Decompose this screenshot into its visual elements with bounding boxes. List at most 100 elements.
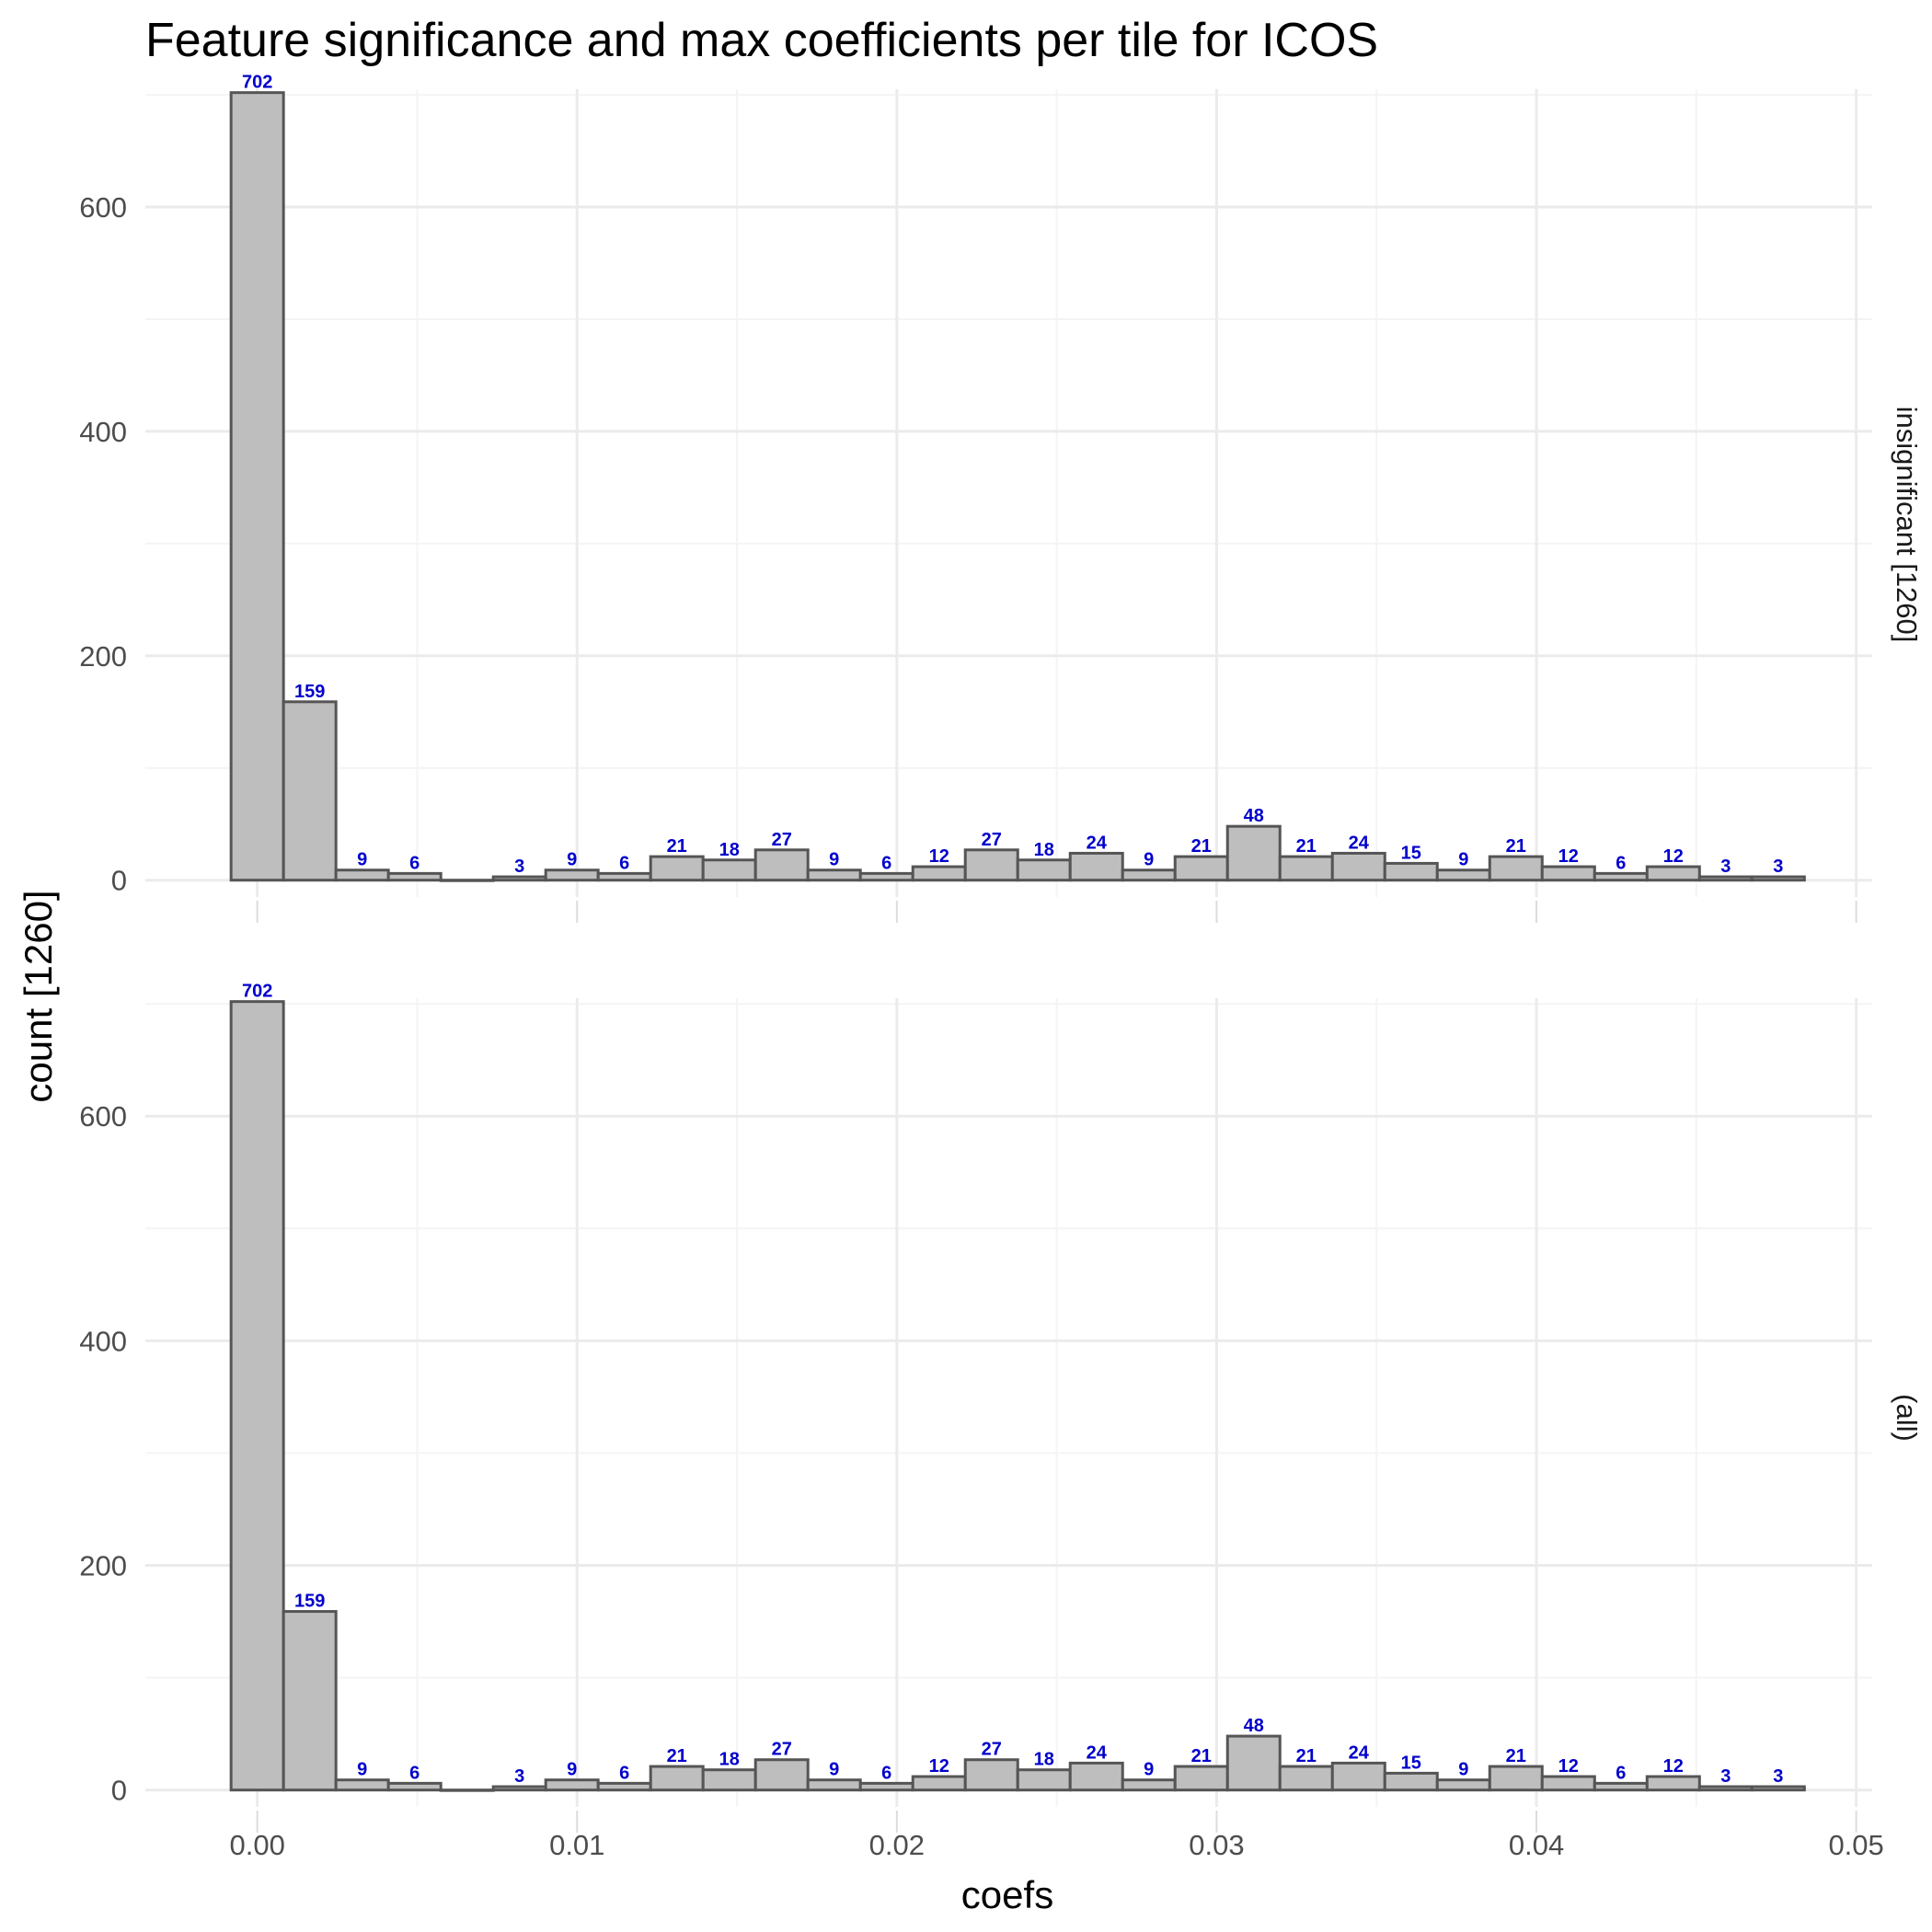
bar-value-label: 27 — [982, 1740, 1002, 1760]
histogram-bar — [1278, 1765, 1334, 1792]
histogram-bar — [1488, 855, 1544, 882]
histogram-bar — [386, 1781, 443, 1792]
bar-value-label: 9 — [567, 850, 577, 870]
histogram-bar — [491, 1785, 547, 1792]
bar-value-label: 3 — [514, 857, 524, 877]
histogram-bar — [1593, 1781, 1649, 1792]
histogram-bar — [911, 1775, 967, 1792]
histogram-bar — [963, 848, 1019, 882]
histogram-bar — [1488, 1765, 1544, 1792]
bar-value-label: 9 — [829, 1760, 839, 1780]
histogram-bar — [701, 858, 757, 882]
bar-value-label: 9 — [567, 1760, 577, 1780]
bar-value-label: 21 — [1296, 836, 1317, 857]
histogram-bar — [334, 868, 390, 882]
histogram-bar — [1383, 1771, 1439, 1792]
histogram-bar — [282, 700, 338, 882]
y-tick-label: 0 — [111, 1775, 127, 1807]
histogram-bar — [334, 1778, 390, 1792]
bar-value-label: 15 — [1401, 1753, 1421, 1773]
histogram-bar — [1225, 1734, 1282, 1792]
histogram-bar — [1068, 851, 1124, 882]
bar-value-label: 9 — [1458, 850, 1468, 870]
histogram-bar — [439, 879, 495, 882]
histogram-bar — [1383, 861, 1439, 882]
bar-value-label: 21 — [1506, 836, 1526, 857]
bar-value-label: 18 — [719, 1750, 740, 1770]
y-tick-label: 200 — [79, 1550, 127, 1582]
bar-value-label: 6 — [619, 1763, 629, 1783]
histogram-bar — [701, 1768, 757, 1792]
bar-value-label: 21 — [1191, 1746, 1212, 1766]
bar-value-label: 3 — [1773, 857, 1783, 877]
bar-value-label: 159 — [294, 1592, 325, 1612]
bar-value-label: 6 — [619, 853, 629, 873]
histogram-bar — [649, 1765, 705, 1792]
histogram-bar — [1330, 1761, 1386, 1792]
y-tick-label: 400 — [79, 416, 127, 448]
bar-value-label: 21 — [667, 1746, 687, 1766]
x-tick-label: 0.00 — [229, 1829, 284, 1861]
bar-value-label: 6 — [881, 853, 891, 873]
bar-value-label: 21 — [1191, 836, 1212, 857]
histogram-bar — [1225, 824, 1282, 882]
histogram-bar — [544, 1778, 600, 1792]
bar-value-label: 12 — [1663, 1756, 1684, 1777]
histogram-bar — [1435, 868, 1491, 882]
y-tick-label: 200 — [79, 640, 127, 673]
bar-value-label: 15 — [1401, 843, 1421, 863]
histogram-bar — [439, 1788, 495, 1792]
y-tick-label: 600 — [79, 191, 127, 224]
bar-value-label: 12 — [929, 846, 949, 867]
bar-value-label: 702 — [242, 982, 272, 1002]
histogram-bar — [806, 868, 862, 882]
histogram-bar — [596, 871, 652, 882]
bar-value-label: 24 — [1087, 1742, 1108, 1763]
bar-value-label: 12 — [1558, 1756, 1579, 1777]
histogram-bar — [1750, 1785, 1806, 1792]
bar-value-label: 9 — [1144, 850, 1154, 870]
histogram-bar — [1645, 865, 1701, 882]
histogram-bar — [1068, 1761, 1124, 1792]
bar-value-label: 6 — [1616, 1763, 1626, 1783]
bar-value-label: 12 — [929, 1756, 949, 1777]
x-tick-label: 0.03 — [1189, 1829, 1244, 1861]
bar-value-label: 18 — [719, 840, 740, 860]
histogram-bar — [1173, 1765, 1229, 1792]
histogram-bar — [858, 871, 914, 882]
histogram-bar — [386, 871, 443, 882]
histogram-bar — [1121, 1778, 1177, 1792]
chart-title: Feature significance and max coefficient… — [145, 14, 1379, 67]
histogram-bar — [1330, 851, 1386, 882]
histogram-bar — [1645, 1775, 1701, 1792]
histogram-bar — [858, 1781, 914, 1792]
bar-value-label: 9 — [1458, 1760, 1468, 1780]
histogram-bar — [1278, 855, 1334, 882]
bar-value-label: 21 — [667, 836, 687, 857]
histogram-bar — [1697, 875, 1754, 882]
bar-value-label: 18 — [1034, 840, 1054, 860]
bar-value-label: 48 — [1244, 806, 1264, 826]
bar-value-label: 12 — [1663, 846, 1684, 867]
x-axis-label: coefs — [960, 1873, 1054, 1916]
x-tick-label: 0.05 — [1828, 1829, 1883, 1861]
x-tick-label: 0.01 — [549, 1829, 604, 1861]
histogram-bar — [229, 91, 285, 882]
y-tick-label: 600 — [79, 1100, 127, 1133]
bar-value-label: 6 — [409, 1763, 420, 1783]
bar-value-label: 9 — [357, 1760, 367, 1780]
x-tick-label: 0.02 — [869, 1829, 925, 1861]
histogram-bar — [491, 875, 547, 882]
y-tick-label: 400 — [79, 1325, 127, 1357]
histogram-bar — [1540, 865, 1596, 882]
histogram-bar — [963, 1758, 1019, 1792]
bar-value-label: 24 — [1349, 1742, 1370, 1763]
histogram-bar — [544, 868, 600, 882]
histogram-bar — [1593, 871, 1649, 882]
histogram-bar — [911, 865, 967, 882]
bar-value-label: 12 — [1558, 846, 1579, 867]
bar-value-label: 6 — [1616, 853, 1626, 873]
bar-value-label: 24 — [1087, 833, 1108, 853]
